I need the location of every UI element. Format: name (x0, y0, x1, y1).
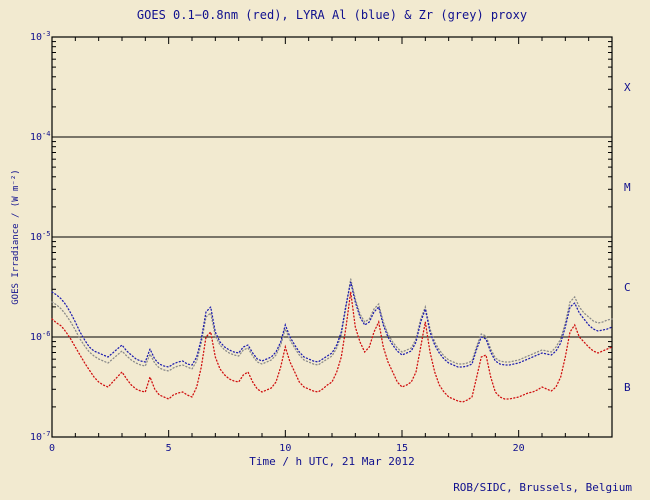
svg-text:10-7: 10-7 (30, 430, 50, 443)
svg-text:10-3: 10-3 (30, 30, 50, 43)
svg-text:B: B (624, 381, 631, 394)
svg-text:M: M (624, 181, 631, 194)
flux-class-labels: X M C B (624, 81, 631, 394)
credit-text: ROB/SIDC, Brussels, Belgium (453, 481, 632, 494)
svg-text:10-6: 10-6 (30, 330, 50, 343)
svg-text:C: C (624, 281, 631, 294)
svg-text:X: X (624, 81, 631, 94)
svg-text:20: 20 (513, 443, 525, 454)
chart-title: GOES 0.1−0.8nm (red), LYRA Al (blue) & Z… (136, 8, 528, 22)
x-axis-label: Time / h UTC, 21 Mar 2012 (249, 455, 415, 468)
y-tick-labels: 10-7 10-6 10-5 10-4 10-3 (30, 30, 50, 443)
svg-text:10-5: 10-5 (30, 230, 50, 243)
plot-frame (51, 36, 613, 438)
svg-text:10: 10 (279, 443, 291, 454)
series-goes-0-1-0-8nm (51, 291, 613, 403)
svg-text:0: 0 (49, 443, 55, 454)
x-tick-labels: 0 5 10 15 20 (49, 443, 525, 454)
series-lyra-al (51, 281, 613, 368)
series-lyra-zr-proxy (51, 278, 613, 372)
svg-text:5: 5 (166, 443, 172, 454)
svg-text:15: 15 (396, 443, 408, 454)
class-threshold-lines (52, 136, 612, 338)
svg-text:10-4: 10-4 (30, 130, 50, 143)
